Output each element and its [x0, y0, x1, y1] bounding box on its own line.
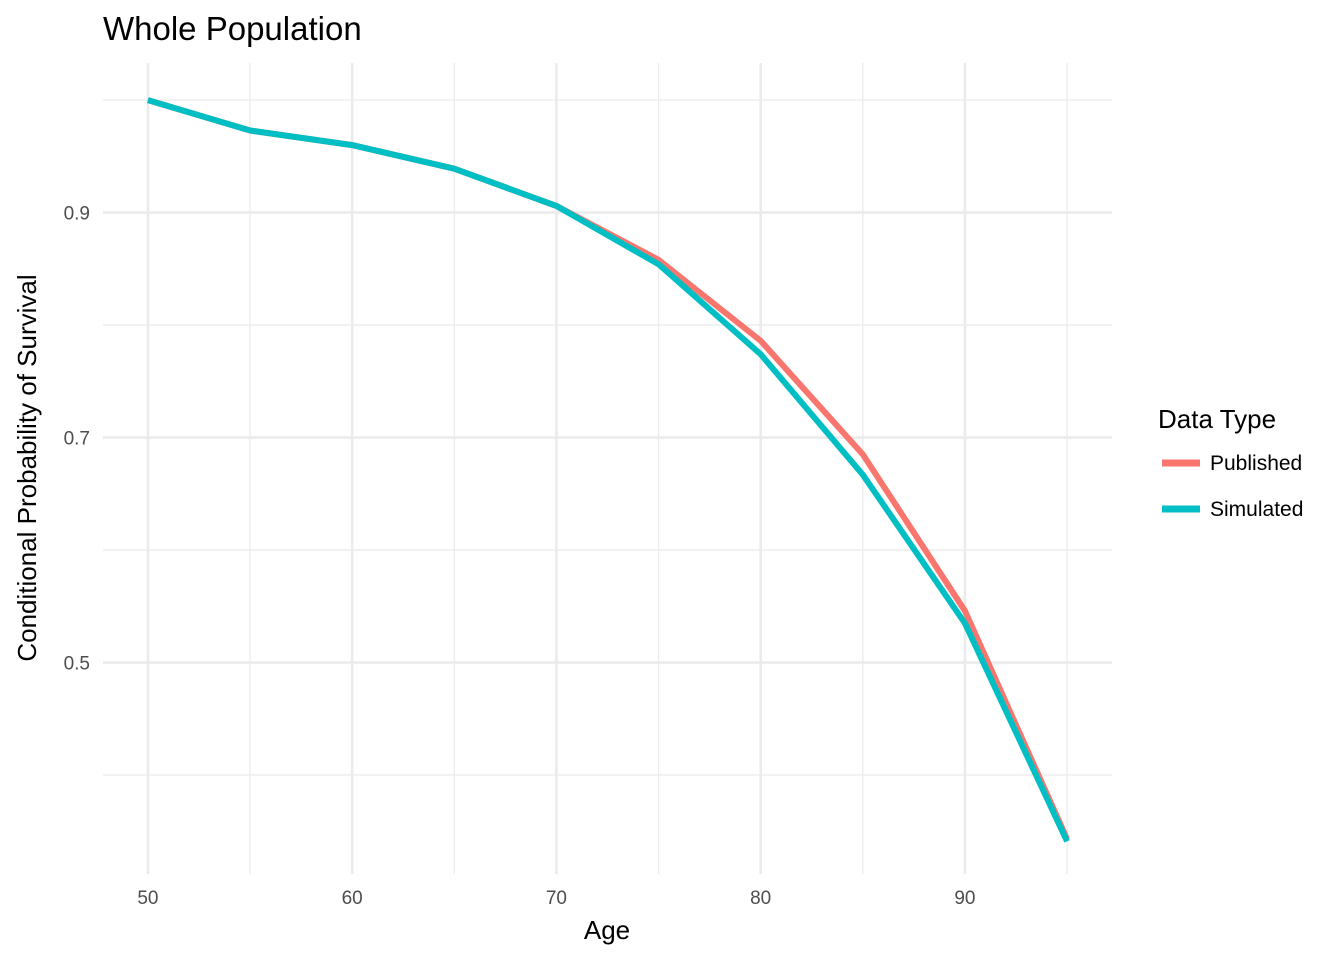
x-tick-label: 70: [546, 888, 567, 909]
x-tick-label: 90: [954, 888, 975, 909]
y-axis-ticks: 0.5 0.7 0.9: [64, 204, 90, 675]
x-axis-ticks: 50 60 70 80 90: [137, 888, 975, 909]
x-tick-label: 50: [137, 888, 158, 909]
x-tick-label: 60: [342, 888, 363, 909]
major-gridlines: [103, 63, 1112, 874]
legend-title: Data Type: [1158, 404, 1276, 434]
y-tick-label: 0.9: [64, 204, 90, 225]
y-axis-title: Conditional Probability of Survival: [12, 274, 42, 661]
series-line-published: [147, 97, 1070, 841]
y-tick-label: 0.7: [64, 429, 90, 450]
minor-gridlines: [103, 63, 1112, 874]
legend-label-simulated: Simulated: [1210, 498, 1303, 521]
chart-title: Whole Population: [103, 10, 362, 47]
x-tick-label: 80: [750, 888, 771, 909]
legend-items: Published Simulated: [1162, 452, 1303, 521]
series-line-simulated: [147, 97, 1070, 843]
legend: Data Type Published Simulated: [1158, 404, 1303, 521]
series-lines: [147, 97, 1070, 843]
legend-label-published: Published: [1210, 452, 1302, 475]
x-axis-title: Age: [584, 915, 630, 945]
y-tick-label: 0.5: [64, 654, 90, 675]
